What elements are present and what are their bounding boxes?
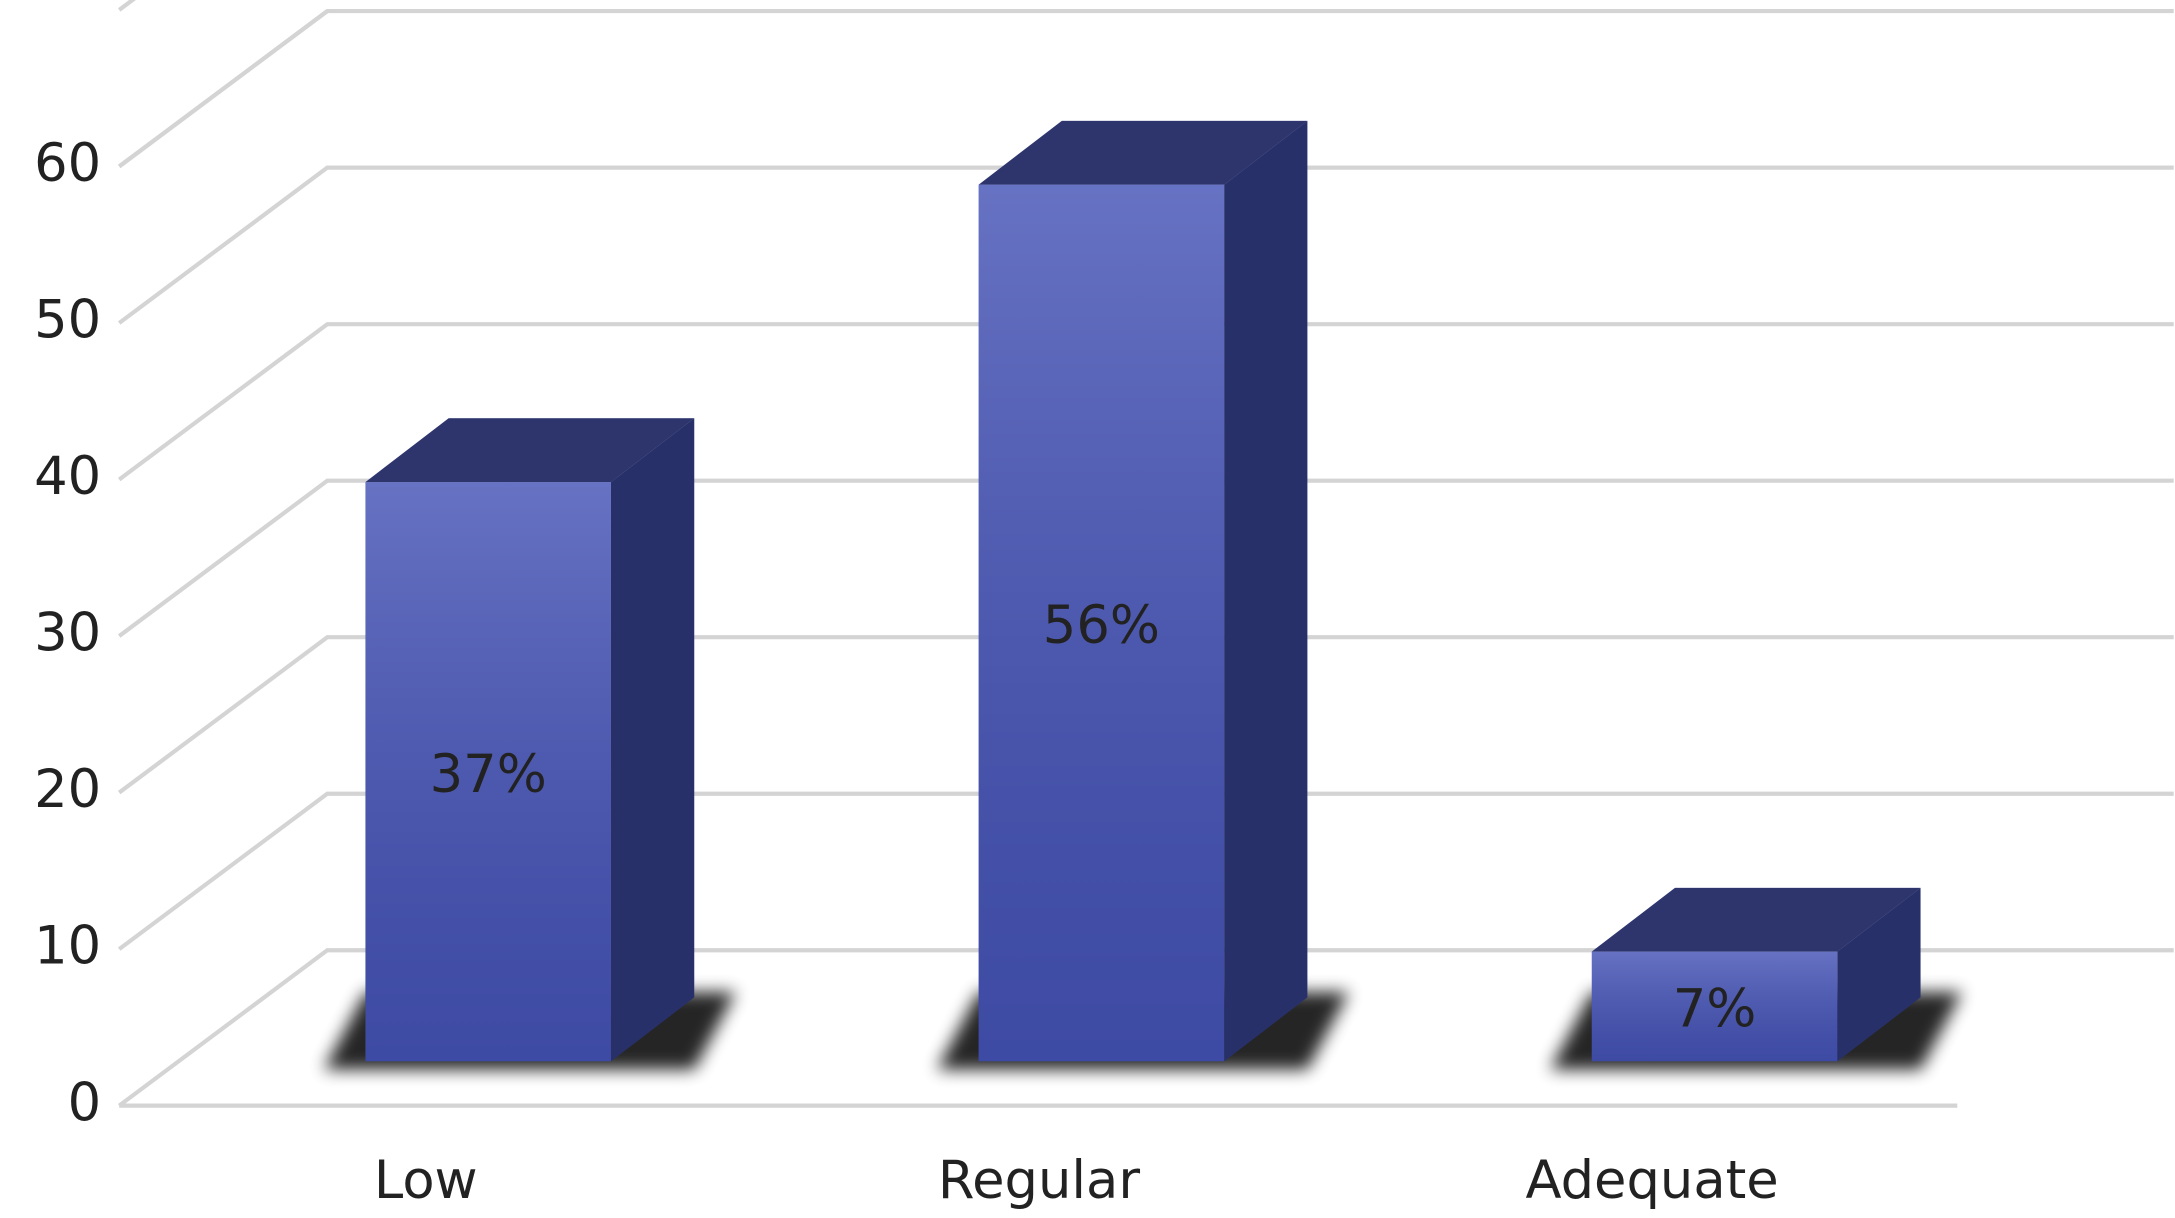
y-tick-label: 40 <box>34 446 101 507</box>
grid-line <box>117 635 2174 795</box>
grid-line <box>117 165 2174 325</box>
grid-line <box>117 9 2174 169</box>
y-tick-label: 60 <box>34 133 101 194</box>
y-tick-label: 30 <box>34 603 101 664</box>
grid-line <box>117 948 2174 1108</box>
bar-top <box>978 120 1308 185</box>
value-label: 56% <box>1043 595 1160 656</box>
bar-top <box>1591 887 1921 952</box>
grid-line <box>117 478 2174 638</box>
bar-side-shade <box>1837 887 1921 1062</box>
y-tick-label: 0 <box>68 1072 102 1133</box>
x-tick-label: Adequate <box>1525 1150 1778 1211</box>
wall-edge <box>117 0 136 12</box>
bar-top-shade <box>978 120 1308 185</box>
y-tick-label: 50 <box>34 290 101 351</box>
y-tick-label: 10 <box>34 916 101 977</box>
bar-top-shade <box>365 418 695 483</box>
bar <box>365 418 695 1062</box>
bar-front-shade <box>1591 951 1838 1062</box>
bar-side <box>610 418 695 1062</box>
bar-side <box>1224 120 1308 1062</box>
bar-top-shade <box>1591 887 1921 952</box>
bar <box>1591 887 1921 1062</box>
x-tick-label: Regular <box>938 1150 1140 1211</box>
bar-front-shade <box>365 482 611 1062</box>
bar-side-shade <box>1224 120 1308 1062</box>
grid-line <box>117 322 2174 482</box>
bar-top <box>365 418 695 483</box>
grid-line <box>117 791 2174 951</box>
value-label: 7% <box>1673 979 1757 1040</box>
value-label: 37% <box>430 744 547 805</box>
y-tick-label: 20 <box>34 759 101 820</box>
bar-side-shade <box>610 418 695 1062</box>
x-tick-label: Low <box>374 1150 478 1211</box>
bar-front-shade <box>978 184 1225 1062</box>
bar <box>978 120 1308 1062</box>
bar-side <box>1837 887 1921 1062</box>
